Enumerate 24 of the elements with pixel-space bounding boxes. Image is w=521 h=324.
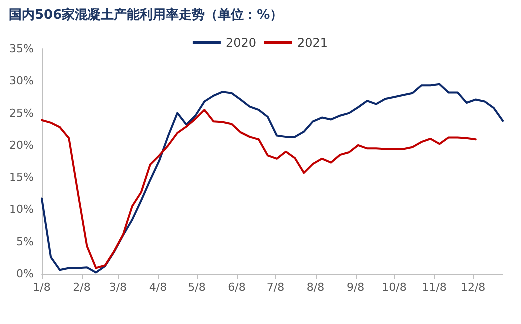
y-tick-label: 35% — [10, 42, 34, 56]
legend-label: 2020 — [226, 36, 257, 50]
line-series — [41, 109, 477, 270]
x-tick-label: 5/8 — [188, 281, 206, 294]
x-tick-label: 12/8 — [460, 281, 486, 294]
y-tick-label: 20% — [10, 138, 34, 152]
x-tick-label: 2/8 — [73, 281, 91, 294]
x-tick-label: 3/8 — [109, 281, 128, 294]
y-tick-label: 25% — [10, 106, 34, 120]
x-tick-label: 8/8 — [306, 281, 325, 294]
legend-label: 2021 — [298, 36, 328, 50]
y-tick-label: 15% — [10, 171, 34, 184]
x-tick-label: 9/8 — [346, 281, 365, 294]
x-tick-label: 6/8 — [228, 281, 246, 294]
y-tick-label: 30% — [10, 74, 34, 88]
x-tick-label: 11/8 — [422, 281, 447, 294]
x-tick-label: 1/8 — [33, 281, 51, 294]
x-tick-label: 10/8 — [382, 281, 407, 294]
chart-title: 国内506家混凝土产能利用率走势（单位：%） — [9, 7, 284, 23]
y-tick-label: 10% — [10, 203, 34, 216]
x-tick-label: 7/8 — [266, 281, 285, 294]
x-tick-label: 4/8 — [149, 281, 168, 294]
y-tick-label: 0% — [16, 268, 34, 280]
y-tick-label: 5% — [16, 235, 34, 248]
